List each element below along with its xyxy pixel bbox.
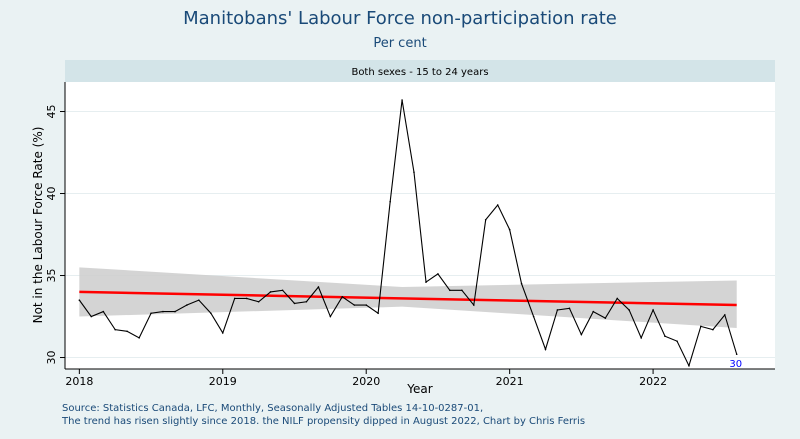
data-point bbox=[700, 325, 702, 328]
data-point bbox=[544, 348, 547, 351]
data-point bbox=[652, 309, 654, 311]
data-point bbox=[532, 315, 535, 318]
data-point bbox=[198, 299, 200, 301]
data-point bbox=[508, 228, 511, 231]
data-point bbox=[186, 304, 188, 306]
data-point bbox=[305, 300, 308, 303]
data-point bbox=[245, 297, 248, 300]
data-point bbox=[520, 282, 523, 285]
source-line-1: Source: Statistics Canada, LFC, Monthly,… bbox=[62, 403, 484, 414]
data-point bbox=[437, 273, 439, 275]
data-point bbox=[604, 317, 607, 319]
data-point bbox=[688, 364, 690, 367]
data-point bbox=[425, 281, 427, 283]
panel-label: Both sexes - 15 to 24 years bbox=[351, 67, 488, 78]
data-point bbox=[162, 310, 164, 313]
data-point bbox=[389, 200, 391, 203]
data-point bbox=[580, 333, 583, 336]
y-tick-label: 40 bbox=[45, 187, 58, 201]
series-line bbox=[78, 99, 738, 368]
data-point bbox=[174, 310, 176, 313]
data-point bbox=[90, 315, 93, 318]
data-point bbox=[138, 337, 140, 339]
data-point bbox=[449, 289, 451, 292]
x-tick-label: 2019 bbox=[209, 375, 237, 388]
data-point bbox=[712, 328, 714, 331]
data-point bbox=[461, 289, 463, 292]
x-tick-label: 2022 bbox=[639, 375, 667, 388]
data-point bbox=[556, 309, 559, 311]
x-axis-label: Year bbox=[406, 382, 432, 396]
data-point bbox=[723, 314, 726, 316]
data-point bbox=[293, 302, 296, 305]
data-point bbox=[616, 297, 619, 300]
data-point bbox=[377, 312, 379, 315]
trend-line-group bbox=[79, 290, 737, 307]
trend-line bbox=[79, 290, 737, 307]
data-point bbox=[640, 337, 642, 339]
data-point bbox=[592, 310, 595, 313]
chart-subtitle: Per cent bbox=[373, 36, 427, 51]
data-point bbox=[664, 335, 666, 338]
data-point bbox=[150, 312, 152, 315]
source-note: Source: Statistics Canada, LFC, Monthly,… bbox=[62, 402, 585, 428]
panel-header bbox=[65, 60, 775, 82]
source-line-2: The trend has risen slightly since 2018.… bbox=[62, 416, 586, 427]
axes: 30 35 40 45 2018 2019 2020 2021 2022 bbox=[45, 82, 775, 388]
x-tick-label: 2020 bbox=[352, 375, 380, 388]
data-point bbox=[233, 297, 236, 300]
x-tick-label: 2018 bbox=[65, 375, 93, 388]
y-tick-label: 35 bbox=[45, 269, 58, 283]
data-point bbox=[210, 312, 212, 315]
data-point bbox=[676, 340, 678, 342]
data-point bbox=[114, 328, 117, 331]
data-point bbox=[401, 99, 403, 101]
data-point bbox=[628, 309, 630, 311]
data-point bbox=[126, 330, 128, 333]
chart-title: Manitobans' Labour Force non-participati… bbox=[183, 8, 617, 29]
data-point bbox=[484, 218, 487, 221]
last-value-label: 30 bbox=[729, 359, 742, 370]
data-point bbox=[269, 291, 272, 293]
data-point bbox=[365, 304, 368, 306]
data-point bbox=[472, 304, 475, 306]
data-point bbox=[329, 315, 332, 318]
data-point bbox=[341, 296, 344, 298]
data-point bbox=[568, 307, 571, 310]
y-tick-label: 30 bbox=[45, 351, 58, 365]
data-point bbox=[353, 304, 356, 306]
x-tick-label: 2021 bbox=[496, 375, 524, 388]
y-tick-label: 45 bbox=[45, 105, 58, 119]
data-point bbox=[221, 332, 224, 334]
data-point bbox=[413, 171, 415, 173]
series-group bbox=[78, 99, 738, 368]
data-point bbox=[78, 299, 81, 301]
data-point bbox=[735, 353, 738, 356]
data-point bbox=[496, 204, 499, 206]
data-point bbox=[257, 300, 260, 303]
y-axis-label: Not in the Labour Force Rate (%) bbox=[31, 127, 45, 324]
data-point bbox=[102, 310, 105, 313]
data-point bbox=[281, 289, 284, 292]
data-point bbox=[317, 286, 320, 288]
